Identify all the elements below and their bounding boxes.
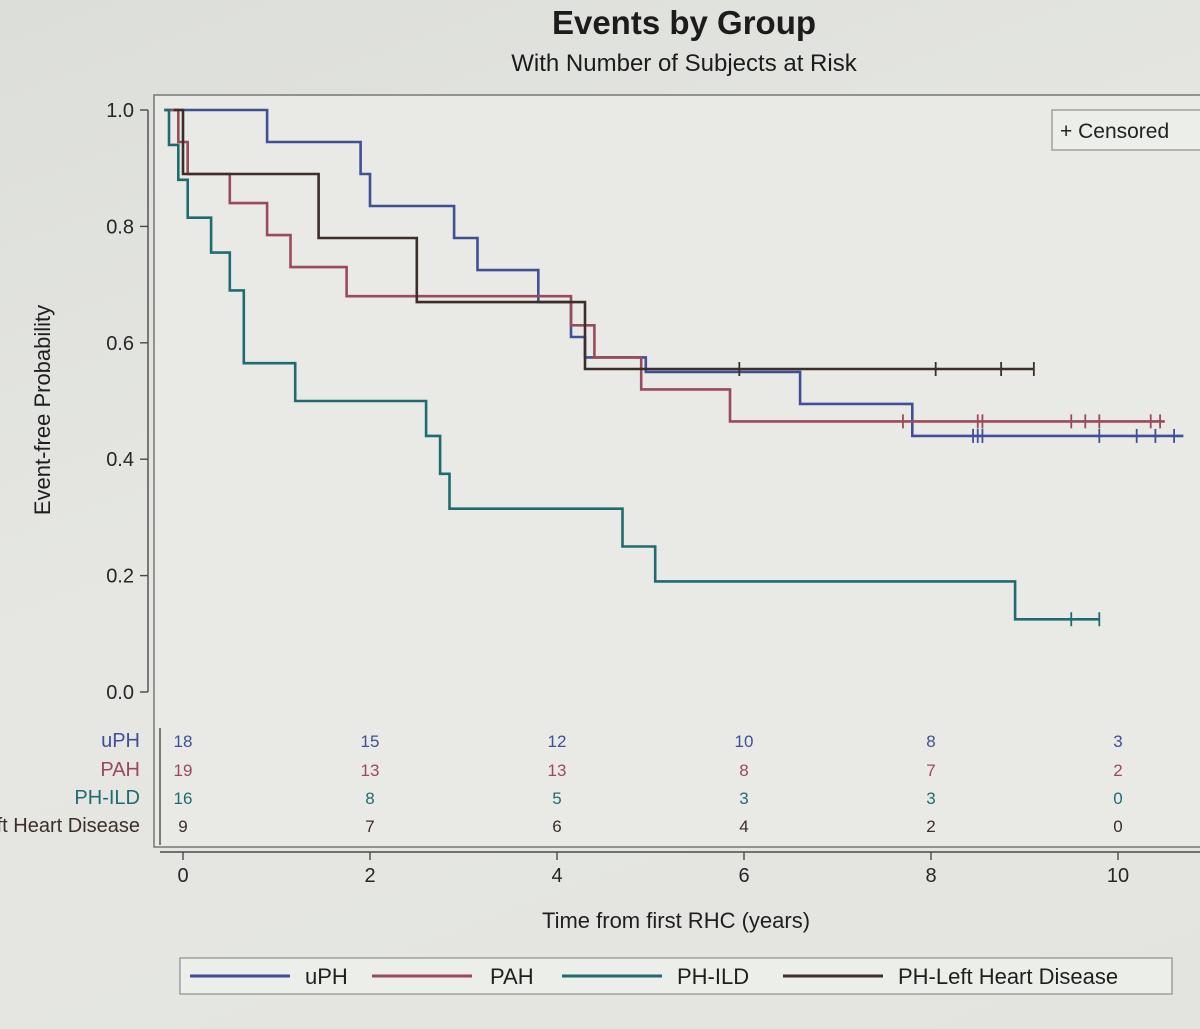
at-risk-value-ph-left-heart-disease: 9 [178,817,187,836]
at-risk-value-ph-ild: 0 [1113,789,1122,808]
at-risk-value-ph-ild: 3 [926,789,935,808]
survival-curves [164,108,1184,627]
legend-label-uph: uPH [305,964,348,989]
censored-legend: + Censored [1051,109,1200,151]
y-tick-label: 0.0 [106,682,134,704]
at-risk-value-ph-left-heart-disease: 4 [739,817,748,836]
y-tick-label: 0.4 [106,449,134,471]
at-risk-value-uph: 15 [361,732,380,751]
at-risk-label-pah: PAH [100,759,140,781]
plot-frame [153,94,1200,848]
x-axis-title: Time from first RHC (years) [542,908,810,933]
series-legend-box [179,957,1173,995]
at-risk-value-uph: 10 [735,732,754,751]
curve-ph-ild [164,108,1100,621]
legend-label-ph-ild: PH-ILD [677,964,749,989]
at-risk-label-ph-left-heart-disease: PH-Left Heart Disease [0,815,140,837]
y-axis-title: Event-free Probability [30,305,55,515]
at-risk-value-uph: 3 [1113,732,1122,751]
at-risk-value-pah: 13 [548,761,567,780]
at-risk-value-ph-left-heart-disease: 6 [552,817,561,836]
at-risk-value-ph-ild: 5 [552,789,561,808]
at-risk-value-pah: 2 [1113,761,1122,780]
at-risk-value-ph-left-heart-disease: 2 [926,817,935,836]
at-risk-value-ph-left-heart-disease: 7 [365,817,374,836]
legend-label-pah: PAH [490,964,534,989]
series-legend: uPH PAH PH-ILD PH-Left Heart Disease [179,957,1173,995]
x-tick-label: 4 [551,865,562,887]
curve-uph [164,108,1184,438]
at-risk-value-ph-ild: 16 [174,789,193,808]
at-risk-value-uph: 8 [926,732,935,751]
x-tick-label: 8 [925,865,936,887]
x-tick-label: 2 [364,865,375,887]
x-tick-label: 10 [1107,865,1129,887]
chart-subtitle: With Number of Subjects at Risk [511,50,857,77]
at-risk-value-ph-ild: 3 [739,789,748,808]
at-risk-value-uph: 18 [174,732,193,751]
y-tick-label: 1.0 [106,100,134,122]
at-risk-value-pah: 8 [739,761,748,780]
curve-pah [164,108,1165,423]
y-tick-label: 0.8 [106,216,134,238]
at-risk-label-ph-ild: PH-ILD [74,787,140,809]
x-tick-label: 6 [738,865,749,887]
censored-legend-label: + Censored [1060,120,1169,143]
curve-ph-left-heart-disease [173,108,1034,371]
censored-legend-box [1051,109,1200,151]
at-risk-value-uph: 12 [548,732,567,751]
at-risk-value-ph-ild: 8 [365,789,374,808]
at-risk-value-ph-left-heart-disease: 0 [1113,817,1122,836]
legend-label-ph-lhd: PH-Left Heart Disease [898,964,1118,989]
x-tick-label: 0 [177,865,188,887]
at-risk-label-uph: uPH [101,730,140,752]
at-risk-value-pah: 19 [174,761,193,780]
axes: 0.0 0.2 0.4 0.6 0.8 1.0 0 2 4 6 8 10 [106,100,1200,887]
chart-title: Events by Group [552,4,816,41]
at-risk-value-pah: 13 [361,761,380,780]
y-tick-label: 0.6 [106,333,134,355]
at-risk-value-pah: 7 [926,761,935,780]
at-risk-table: uPH 18 15 12 10 8 3 PAH 19 13 13 8 7 2 PH-ILD 16 8 5 3 3 0 PH… [0,728,1123,845]
y-tick-label: 0.2 [106,566,134,588]
